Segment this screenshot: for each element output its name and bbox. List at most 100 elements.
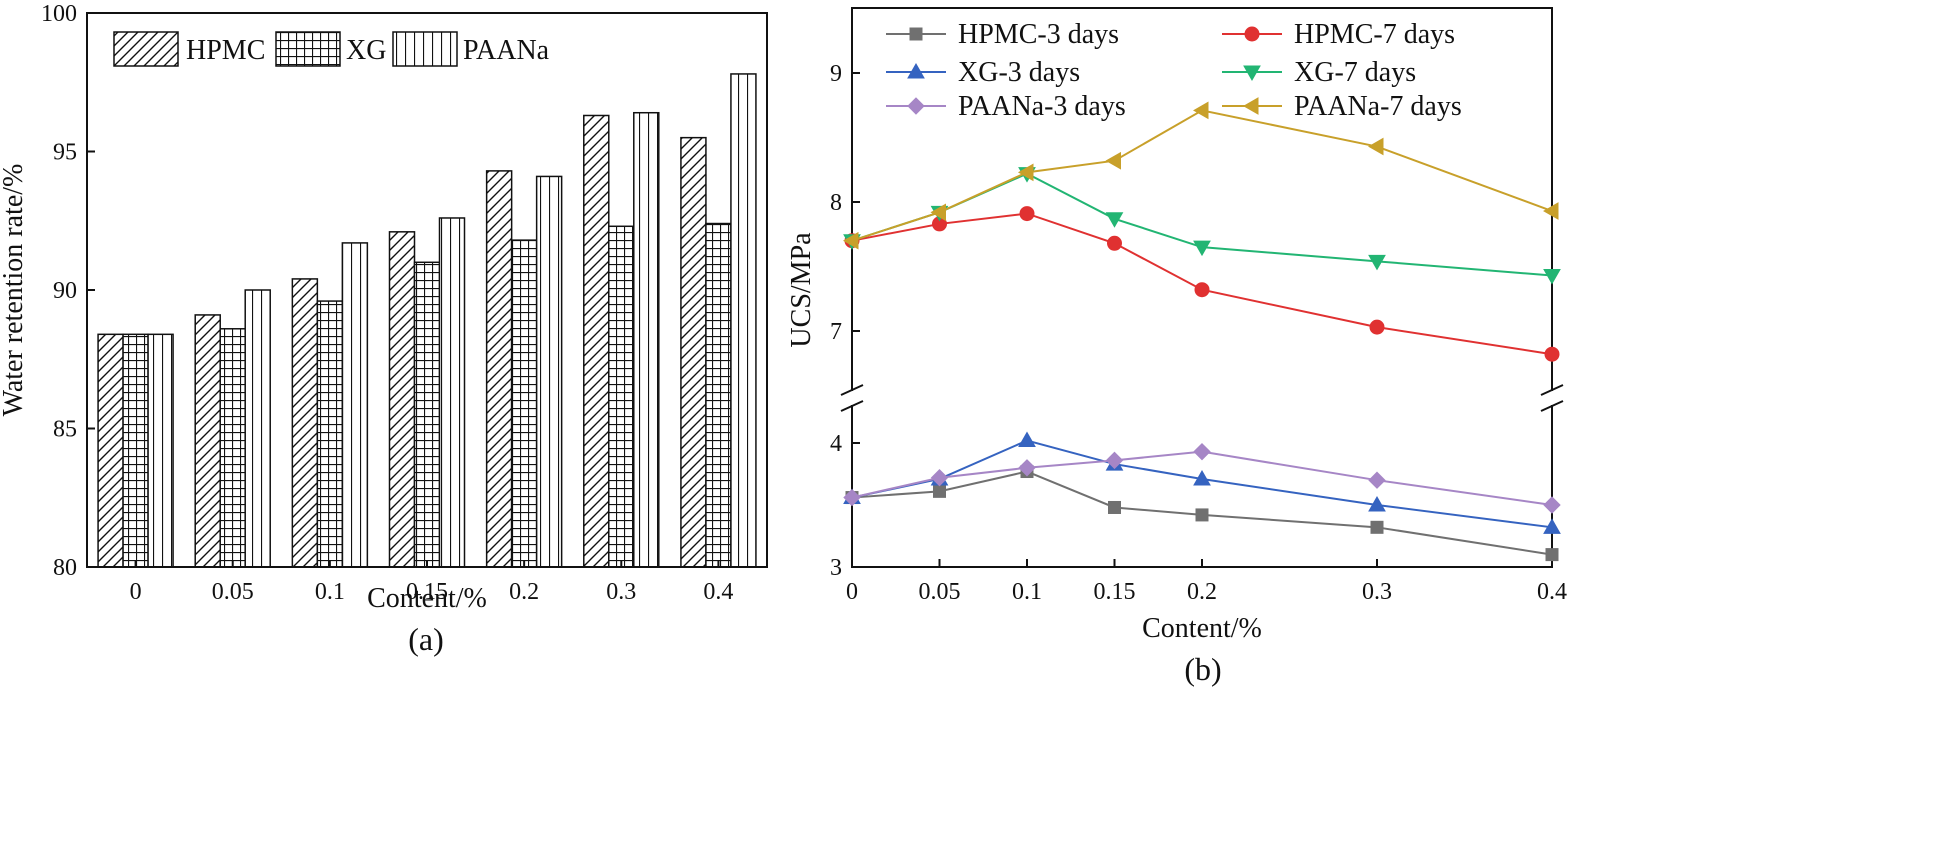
b-x-tick-label: 0.15 (1094, 579, 1136, 605)
a-bar-hpmc-0-2 (485, 170, 513, 568)
panel-a-bar-chart: 80 85 90 95 100 0 0.05 0.1 0.15 0.2 0.3 0.4 HPMC X… (0, 1, 768, 657)
b-panel-label: (b) (1184, 651, 1221, 687)
a-bar-paana-0 (147, 333, 174, 568)
a-bar-hpmc-0-3 (583, 114, 610, 568)
b-point-paana-3-days-0-05 (930, 469, 949, 487)
b-point-paana-7-days-0 (842, 231, 859, 250)
b-point-hpmc-7-days-0-1 (1019, 206, 1035, 222)
b-legend-marker-paana-7-days (1242, 97, 1259, 115)
a-bar-hpmc-0-4 (680, 136, 707, 568)
a-legend-swatch-xg (275, 31, 341, 67)
b-y-tick-label: 8 (830, 190, 842, 216)
a-legend-label-hpmc: HPMC (186, 35, 265, 66)
a-x-axis-title: Content/% (367, 583, 487, 614)
b-point-hpmc-3-days-0-2 (1195, 508, 1209, 522)
b-y-axis-title: UCS/MPa (786, 232, 817, 348)
a-bar-xg-0-2 (510, 239, 538, 568)
b-y-tick-label: 3 (830, 555, 842, 581)
b-point-paana-7-days-0-4 (1542, 202, 1559, 220)
b-legend-marker-xg-7-days (1243, 65, 1261, 82)
a-bar-paana-0-15 (438, 217, 466, 568)
a-bar-hpmc-0-05 (194, 314, 221, 568)
a-bar-xg-0-4 (705, 222, 732, 568)
b-point-paana-3-days-0-1 (1018, 459, 1036, 477)
b-point-paana-3-days-0-4 (1543, 496, 1561, 514)
b-legend-marker-xg-3-days (907, 62, 925, 79)
a-bar-hpmc-0-15 (388, 231, 416, 568)
a-bar-xg-0-3 (608, 225, 635, 568)
b-point-xg-3-days-0-4 (1543, 518, 1561, 534)
b-legend-label-hpmc-7-days: HPMC-7 days (1294, 19, 1455, 50)
a-plot-frame (86, 12, 768, 568)
b-point-hpmc-7-days-0-2 (1194, 282, 1210, 298)
a-bars-group (97, 73, 757, 568)
b-point-xg-3-days-0-3 (1368, 495, 1386, 512)
b-x-tick-label: 0.3 (1362, 579, 1392, 605)
a-x-tick-label: 0.3 (606, 579, 636, 605)
b-legend-label-hpmc-3-days: HPMC-3 days (958, 19, 1119, 50)
a-bar-hpmc-0 (97, 333, 124, 568)
b-point-paana-7-days-0-05 (930, 203, 946, 222)
b-point-hpmc-3-days-0-4 (1545, 548, 1559, 562)
b-legend-marker-hpmc-3-days (909, 27, 923, 41)
b-point-hpmc-7-days-0-3 (1369, 319, 1385, 335)
a-panel-label: (a) (408, 621, 444, 657)
b-legend-label-xg-3-days: XG-3 days (958, 57, 1080, 88)
b-x-tick-label: 0.2 (1187, 579, 1217, 605)
b-y-tick-label: 7 (830, 319, 842, 345)
a-bar-xg-0 (122, 333, 149, 568)
a-x-axis-ticks: 0 0.05 0.1 0.15 0.2 0.3 0.4 (130, 560, 733, 605)
b-point-paana-3-days-0-2 (1193, 442, 1211, 461)
a-bar-paana-0-2 (535, 175, 563, 568)
b-point-hpmc-3-days-0-3 (1370, 520, 1384, 534)
b-x-tick-label: 0 (846, 579, 858, 605)
a-bar-xg-0-15 (413, 261, 441, 568)
b-point-paana-3-days-0 (843, 488, 861, 507)
b-point-xg-7-days-0-3 (1368, 254, 1386, 271)
b-axis-break-marks (840, 384, 1564, 412)
b-point-paana-7-days-0-3 (1367, 137, 1384, 156)
b-point-paana-7-days-0-15 (1105, 151, 1121, 170)
b-x-tick-label: 0.4 (1537, 579, 1567, 605)
a-y-axis-title: Water retention rate/% (0, 164, 29, 417)
a-legend: HPMC XG PAANa (113, 31, 550, 67)
b-point-xg-3-days-0-2 (1193, 469, 1211, 486)
b-point-paana-3-days-0-3 (1368, 471, 1386, 489)
b-x-axis-ticks: 0 0.05 0.1 0.15 0.2 0.3 0.4 (846, 559, 1567, 605)
a-y-tick-label: 85 (53, 417, 77, 443)
b-x-tick-label: 0.05 (919, 579, 961, 605)
a-y-axis-ticks: 80 85 90 95 100 (41, 1, 95, 581)
b-y-tick-label: 4 (830, 431, 842, 457)
b-y-axis-ticks: 3 4 7 8 9 (830, 61, 860, 581)
a-bar-hpmc-0-1 (291, 278, 319, 568)
b-point-xg-7-days-0-2 (1193, 240, 1211, 257)
a-legend-label-xg: XG (346, 35, 386, 66)
a-legend-swatch-paana (392, 31, 458, 67)
a-x-tick-label: 0.15 (406, 579, 448, 605)
b-legend-label-xg-7-days: XG-7 days (1294, 57, 1416, 88)
b-legend-marker-paana-3-days (907, 97, 925, 115)
a-y-tick-label: 100 (41, 1, 77, 27)
a-y-tick-label: 95 (53, 140, 77, 166)
b-y-tick-label: 9 (830, 61, 842, 87)
b-point-hpmc-3-days-0-15 (1108, 500, 1121, 514)
a-x-tick-label: 0.2 (509, 579, 539, 605)
b-point-hpmc-3-days-0-05 (933, 484, 946, 498)
b-point-paana-7-days-0-1 (1017, 163, 1034, 182)
b-legend-marker-hpmc-7-days (1244, 26, 1260, 42)
a-legend-swatch-hpmc (113, 31, 179, 67)
b-point-xg-7-days-0-15 (1105, 212, 1124, 228)
a-x-tick-label: 0.05 (212, 579, 254, 605)
b-series-lines (842, 101, 1561, 562)
b-legend: HPMC-3 days HPMC-7 days XG-3 days XG-7 days… (886, 19, 1462, 122)
b-legend-label-paana-7-days: PAANa-7 days (1294, 91, 1462, 122)
a-legend-label-paana: PAANa (463, 35, 550, 66)
b-point-paana-7-days-0-2 (1192, 101, 1209, 120)
b-point-hpmc-7-days-0-4 (1544, 346, 1560, 362)
a-bar-paana-0-3 (633, 111, 660, 568)
a-bar-paana-0-05 (244, 289, 271, 568)
a-x-tick-label: 0 (130, 579, 142, 605)
b-point-xg-7-days-0-4 (1543, 269, 1561, 285)
b-x-axis-title: Content/% (1142, 613, 1262, 644)
